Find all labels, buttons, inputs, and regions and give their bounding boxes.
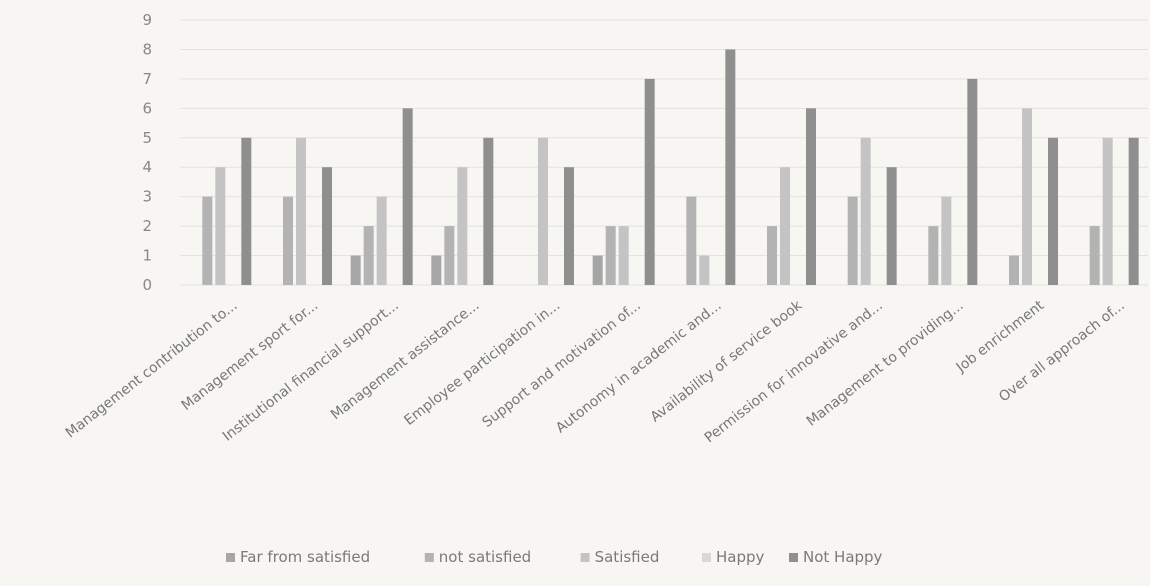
bar: [1102, 137, 1113, 285]
category-label: Support and motivation of...: [479, 298, 643, 431]
category-label: Institutional financial support...: [220, 298, 402, 445]
legend-swatch: [702, 553, 711, 562]
bar: [431, 255, 442, 285]
bar: [767, 226, 777, 285]
legend-entry: Happy: [716, 548, 765, 566]
legend: Far from satisfied not satisfied Satisfied…: [226, 548, 883, 566]
bar: [1009, 255, 1019, 285]
bar: [457, 167, 468, 285]
y-tick-label: 3: [142, 188, 152, 206]
bar: [350, 255, 361, 285]
bar: [686, 196, 697, 285]
bar: [202, 196, 213, 285]
bar: [402, 108, 413, 285]
bar: [847, 196, 858, 285]
bar: [860, 137, 871, 285]
bar: [699, 255, 710, 285]
category-label: Autonomy in academic and...: [553, 298, 725, 437]
bar: [967, 78, 978, 285]
bars: [202, 49, 1139, 285]
bar: [941, 196, 952, 285]
bar: [241, 137, 252, 285]
bar: [725, 49, 736, 285]
y-tick-label: 8: [142, 40, 152, 58]
bar: [1048, 137, 1058, 285]
y-tick-label: 2: [142, 217, 152, 235]
bar: [806, 108, 816, 285]
legend-swatch: [424, 553, 434, 562]
bar: [322, 167, 332, 285]
y-tick-label: 9: [142, 11, 152, 29]
category-label: Management contribution to...: [63, 298, 241, 442]
category-label: Permission for innovative and...: [702, 298, 886, 447]
legend-swatch: [580, 553, 590, 562]
bar: [1089, 226, 1100, 285]
bar: [376, 196, 387, 285]
y-tick-label: 5: [142, 129, 152, 147]
y-axis-ticks: 0 1 2 3 4 5 6 7 8 9: [142, 11, 152, 294]
bar: [215, 167, 226, 285]
category-label: Management assistance...: [328, 298, 483, 424]
category-label: Management to providing...: [804, 298, 967, 430]
y-tick-label: 7: [142, 70, 152, 88]
bar: [444, 226, 455, 285]
legend-entry: Satisfied: [595, 548, 660, 566]
bar: [886, 167, 897, 285]
bar: [1128, 137, 1139, 285]
bar: [296, 137, 306, 285]
legend-entry: Not Happy: [803, 548, 883, 566]
bar: [483, 137, 494, 285]
bar: [283, 196, 293, 285]
bar: [618, 226, 629, 285]
legend-swatch: [789, 553, 798, 562]
legend-entry: not satisfied: [439, 548, 531, 566]
y-tick-label: 0: [142, 276, 152, 294]
grid-lines: [180, 19, 1148, 286]
bar: [780, 167, 790, 285]
bar: [592, 255, 603, 285]
category-label: Employee participation in...: [401, 298, 563, 429]
bar: [363, 226, 374, 285]
bar: [564, 167, 574, 285]
legend-swatch: [226, 553, 235, 562]
legend-entry: Far from satisfied: [240, 548, 370, 566]
y-tick-label: 6: [142, 99, 152, 117]
bar: [605, 226, 616, 285]
bar: [644, 78, 655, 285]
bar: [1022, 108, 1032, 285]
bar: [538, 137, 548, 285]
y-tick-label: 4: [142, 158, 152, 176]
category-labels: Management contribution to...Management …: [63, 297, 1128, 446]
y-tick-label: 1: [142, 247, 152, 265]
bar: [928, 226, 939, 285]
category-label: Availability of service book: [648, 297, 806, 426]
category-label: Management sport for...: [179, 298, 322, 414]
